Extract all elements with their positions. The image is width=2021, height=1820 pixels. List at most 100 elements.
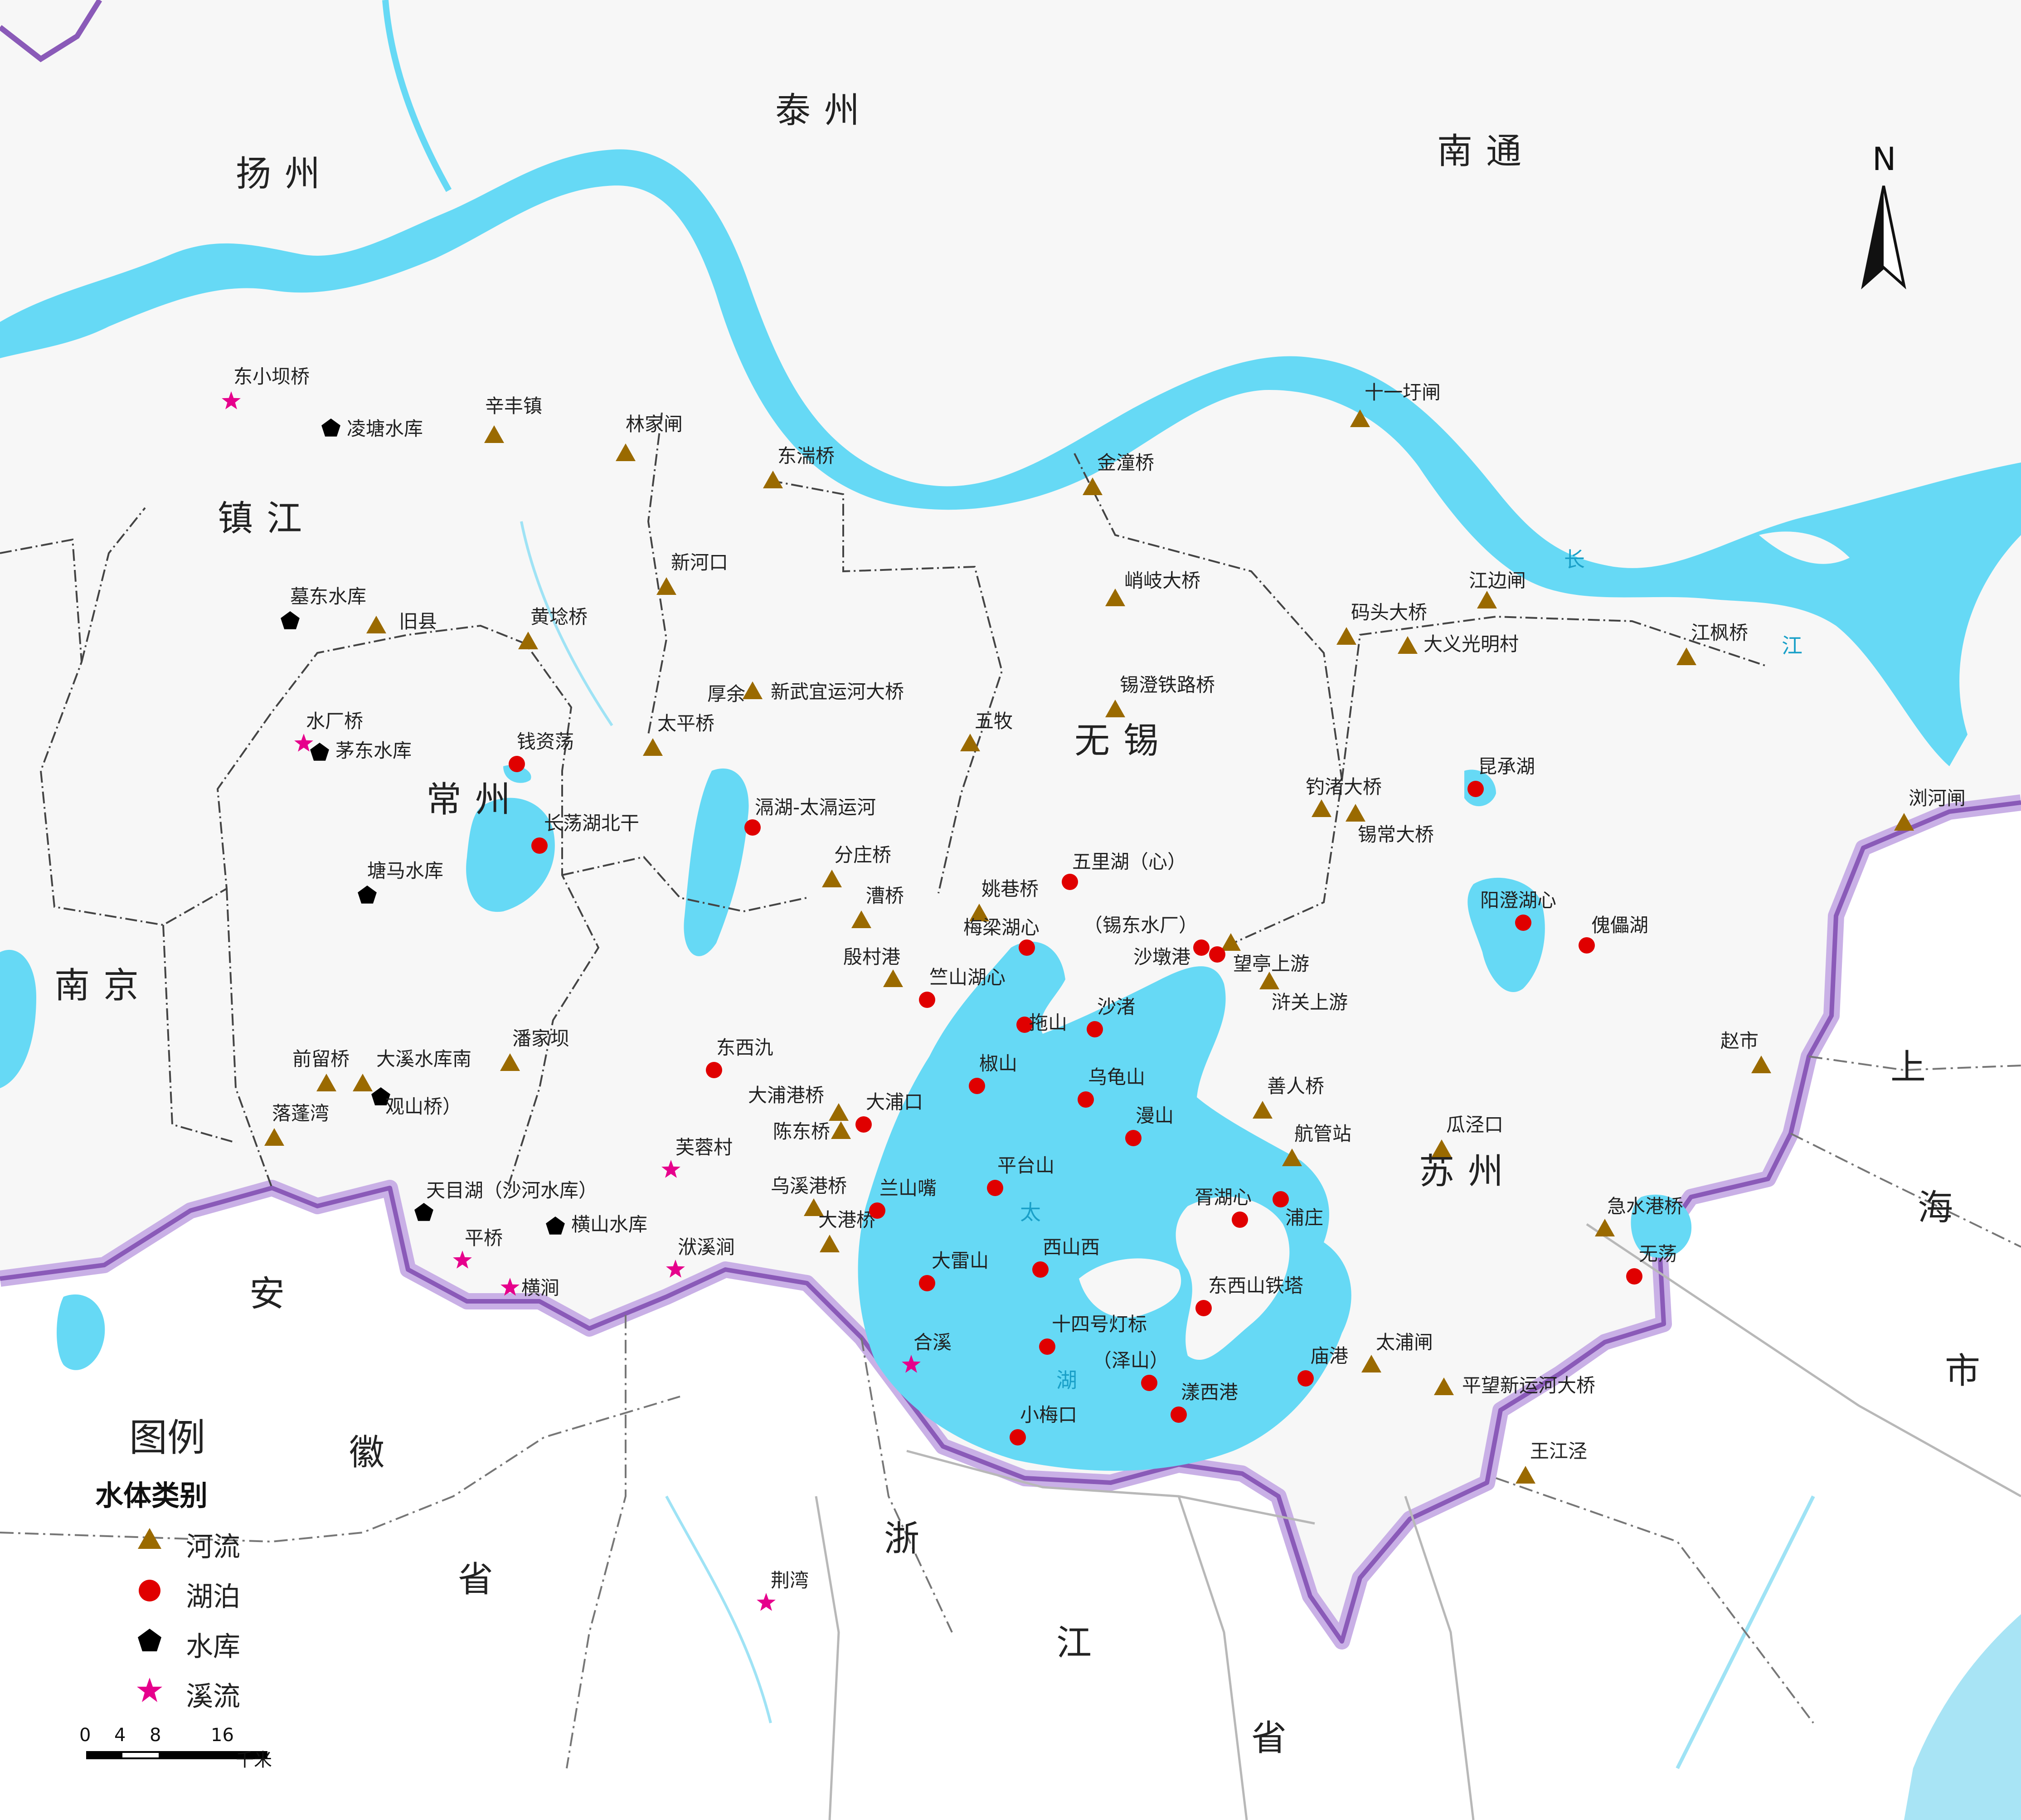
province-labels: 安 徽 省 浙 江 省 上 海 市 [249, 1047, 1980, 1759]
lake-site-label: 东西氿 [716, 1037, 773, 1059]
boundary-line [0, 800, 2021, 1644]
river-site-label: 太浦闸 [1376, 1331, 1433, 1353]
lake-site-label: 兰山嘴 [879, 1177, 937, 1199]
province-label: 市 [1945, 1351, 1980, 1392]
river-site-marker [1282, 1148, 1302, 1166]
lake-site-marker [1515, 915, 1531, 931]
stream-site-marker [666, 1260, 685, 1278]
lake-anhui [57, 1294, 105, 1370]
river-site-marker [1432, 1139, 1452, 1157]
scale-unit: 千米 [236, 1750, 272, 1771]
stream-site-marker [500, 1278, 520, 1296]
stream-site-label: 荆湾 [771, 1569, 809, 1591]
legend-lake-circle-icon [139, 1580, 160, 1601]
river-site-label: 江边闸 [1469, 569, 1526, 592]
lake-site-label: 钱资荡 [517, 730, 574, 753]
canal-west [520, 521, 613, 726]
reservoir-site-label: 横山水库 [571, 1213, 647, 1236]
river-site-marker [316, 1074, 336, 1091]
river-site-marker [264, 1128, 284, 1146]
river-site-marker [1894, 813, 1914, 831]
river-site-label: 十一圩闸 [1365, 381, 1441, 404]
river-site-label: 五牧 [975, 710, 1013, 732]
yangtze-river-island [1759, 531, 1850, 564]
lake-site-marker [509, 756, 525, 772]
lake-site-label: 漫山 [1136, 1105, 1174, 1127]
legend-river-triangle-icon [138, 1528, 161, 1549]
reservoir-site-marker [358, 886, 377, 904]
outer-boundaries [0, 1056, 2021, 1769]
lake-site-marker [1062, 874, 1078, 890]
legend-item-label: 水库 [186, 1631, 240, 1663]
lake-site-label: 庙港 [1310, 1345, 1348, 1367]
river-site-marker [1398, 636, 1418, 654]
lake-site-marker [706, 1062, 722, 1078]
legend-subtitle: 水体类别 [95, 1479, 208, 1512]
river-site-label: 大浦港桥 [748, 1084, 824, 1106]
lake-site-marker [1078, 1091, 1094, 1108]
legend-title: 图例 [129, 1416, 205, 1460]
city-label: 扬州 [236, 154, 334, 195]
river-site-label: 大溪水库南 [376, 1048, 471, 1070]
river-site-label: 航管站 [1294, 1123, 1351, 1145]
stream-site-label: 洑溪涧 [678, 1236, 735, 1258]
lake-west [0, 949, 36, 1088]
lake-site-marker [1010, 1429, 1026, 1445]
legend-item-label: 湖泊 [186, 1581, 240, 1613]
water-labels: 长 江 太 湖 [1020, 547, 1802, 1392]
lake-site-label: 十四号灯标 [1052, 1313, 1147, 1335]
river-site-label: 瓜泾口 [1446, 1114, 1503, 1136]
river-site-label: 锡常大桥 [1358, 823, 1434, 846]
river-site-marker [829, 1103, 849, 1121]
lake-site-label: 沙墩港 [1133, 946, 1190, 968]
river-site-marker [616, 443, 636, 461]
river-site-label: 前留桥 [292, 1048, 350, 1070]
lake-site-marker [1019, 939, 1035, 956]
north-arrow: N [1861, 141, 1906, 290]
roads [815, 1223, 2021, 1820]
lake-site-label: 东西山铁塔 [1208, 1275, 1303, 1297]
city-label: 泰州 [775, 90, 873, 131]
province-label: 安 [249, 1274, 285, 1314]
province-label: 上 [1890, 1047, 1926, 1088]
river-site-marker [1312, 799, 1331, 817]
river-site-marker [969, 904, 989, 921]
province-label: 江 [1056, 1623, 1092, 1664]
province-label: 浙 [884, 1518, 919, 1559]
lake-site-marker [855, 1116, 872, 1133]
river-site-marker [960, 734, 980, 751]
river-site-label: 姚巷桥 [981, 878, 1039, 900]
river-site-label: 江枫桥 [1691, 622, 1748, 644]
river-site-label: 平望新运河大桥 [1462, 1374, 1595, 1397]
river-site-label: 善人桥 [1267, 1075, 1324, 1097]
river-site-label: 浏河闸 [1909, 787, 1966, 809]
xishan-island [1079, 1258, 1181, 1318]
river-site-marker [1516, 1466, 1535, 1484]
river-site-label: 太平桥 [657, 712, 714, 735]
changdang-lake [466, 798, 555, 912]
reservoir-site-label: 天目湖（沙河水库） [426, 1179, 598, 1202]
river-site-label: 旧县 [399, 610, 437, 633]
river-site-marker [518, 632, 538, 649]
nw-corner-boundary [0, 0, 102, 63]
lake-site-marker [869, 1202, 885, 1219]
water-label: 太 [1020, 1200, 1041, 1225]
lake-site-label: 浦庄 [1285, 1207, 1323, 1229]
river-site-label: 急水港桥 [1607, 1195, 1683, 1217]
river-site-marker [822, 870, 842, 887]
reservoir-site-marker [321, 419, 340, 437]
lake-site-marker [1579, 937, 1595, 954]
lake-site-label: （泽山） [1093, 1349, 1169, 1372]
lake-site-marker [1209, 946, 1225, 963]
river-site-label: 峭岐大桥 [1124, 569, 1200, 592]
lake-site-marker [1195, 1300, 1212, 1316]
reservoir-site-marker [281, 611, 300, 629]
river-site-label: 新武宜运河大桥 [771, 681, 904, 703]
river-site-marker [763, 471, 783, 488]
river-site-label: 大义光明村 [1423, 633, 1519, 655]
river-site-label: 赵市 [1720, 1030, 1759, 1052]
river-site-label: 辛丰镇 [485, 395, 542, 417]
lake-site-label: 大浦口 [866, 1091, 923, 1113]
internal-boundaries [0, 412, 1768, 1188]
